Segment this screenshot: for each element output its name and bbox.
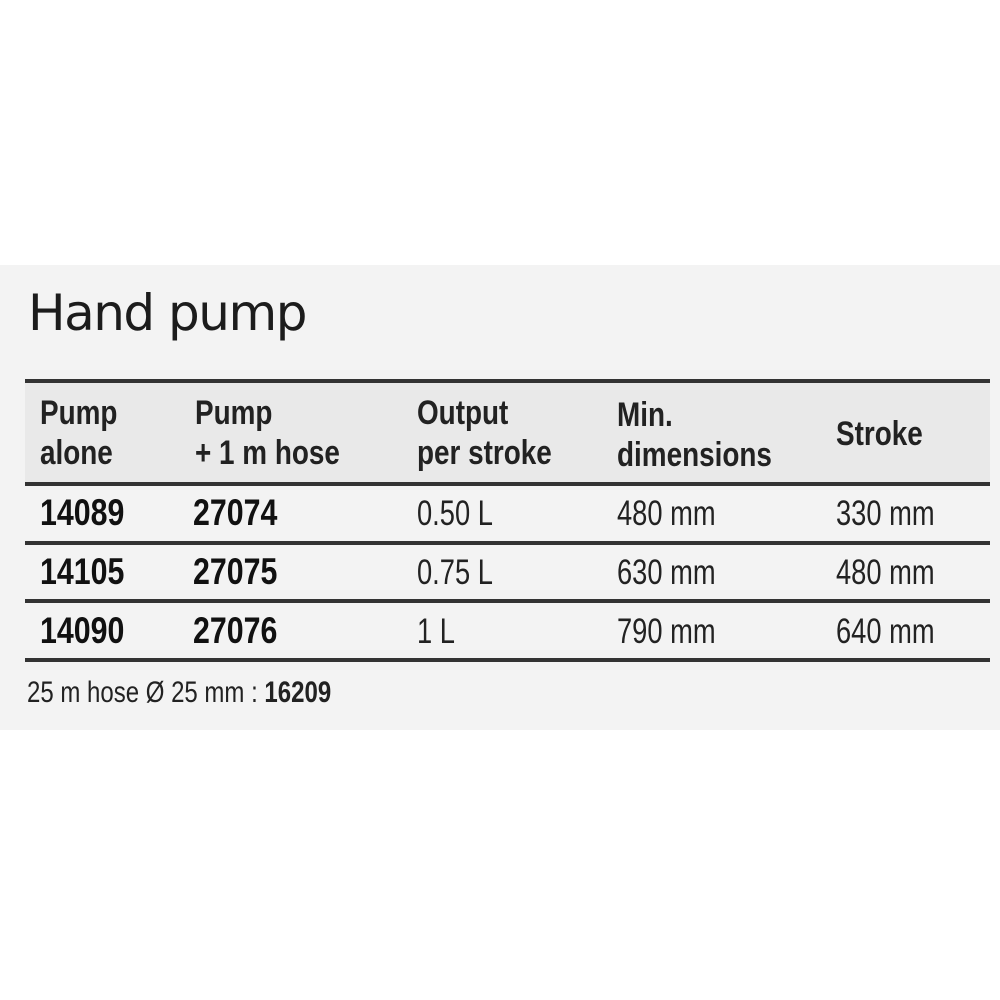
footnote-text: 25 m hose Ø 25 mm :: [27, 676, 265, 709]
dimensions: 630 mm: [617, 553, 716, 592]
divider: [25, 541, 990, 545]
output: 0.75 L: [417, 553, 493, 592]
output: 1 L: [417, 612, 455, 651]
divider: [25, 658, 990, 662]
header-output: Output per stroke: [417, 394, 552, 472]
pump-code: 14090: [40, 610, 125, 651]
pump-hose-code: 27076: [193, 610, 278, 651]
pump-hose-code: 27074: [193, 492, 278, 533]
pump-code: 14105: [40, 551, 125, 592]
dimensions: 790 mm: [617, 612, 716, 651]
pump-code: 14089: [40, 492, 125, 533]
footnote-code: 16209: [264, 676, 332, 709]
table-header-background: [25, 383, 990, 483]
pump-hose-code: 27075: [193, 551, 278, 592]
header-stroke: Stroke: [836, 415, 923, 453]
header-pump-alone: Pump alone: [40, 394, 118, 472]
divider: [25, 599, 990, 603]
header-dimensions: Min. dimensions: [617, 396, 772, 474]
output: 0.50 L: [417, 494, 493, 533]
header-pump-hose: Pump + 1 m hose: [195, 394, 340, 472]
content-band: [0, 265, 1000, 730]
stroke: 640 mm: [836, 612, 935, 651]
stroke: 330 mm: [836, 494, 935, 533]
page-title: Hand pump: [28, 284, 307, 342]
stroke: 480 mm: [836, 553, 935, 592]
divider: [25, 379, 990, 383]
dimensions: 480 mm: [617, 494, 716, 533]
divider: [25, 482, 990, 486]
footnote: 25 m hose Ø 25 mm : 16209: [27, 676, 331, 710]
